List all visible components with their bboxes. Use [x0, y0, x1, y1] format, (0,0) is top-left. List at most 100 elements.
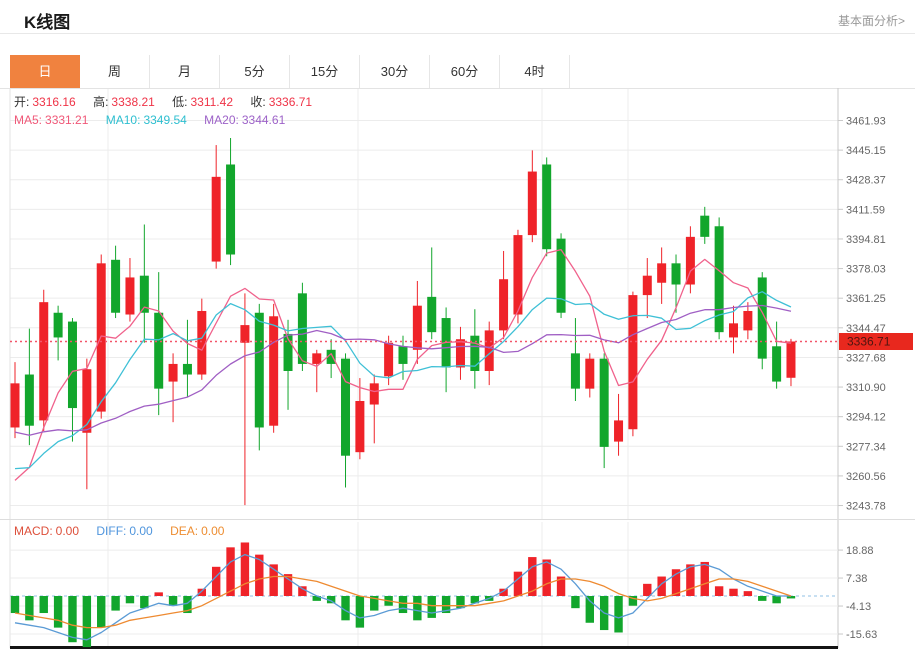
- candle-body: [369, 383, 379, 405]
- candle-body: [671, 263, 681, 285]
- candle-body: [154, 312, 164, 389]
- candle-body: [484, 330, 494, 371]
- macd-hist-bar: [82, 596, 92, 648]
- macd-hist-bar: [729, 588, 738, 596]
- macd-hist-bar: [39, 596, 48, 614]
- main-axis-label: 3294.12: [846, 412, 886, 424]
- candle-body: [226, 164, 236, 255]
- tab-4时[interactable]: 4时: [500, 55, 570, 88]
- macd-hist-bar: [571, 596, 580, 609]
- macd-hist-bar: [168, 596, 178, 606]
- candle-body: [283, 333, 293, 371]
- candle-body: [312, 353, 322, 364]
- macd-hist-bar: [269, 564, 278, 596]
- main-axis-label: 3411.59: [846, 204, 885, 216]
- macd-row: MACD: 0.00 DIFF: 0.00 DEA: 0.00: [14, 524, 227, 538]
- ma20-value: 3344.61: [241, 113, 286, 127]
- candle-body: [628, 295, 638, 430]
- high-label: 高:: [93, 95, 109, 109]
- candle-body: [542, 164, 552, 250]
- ma-row: MA5: 3331.21 MA10: 3349.54 MA20: 3344.61: [14, 113, 288, 127]
- macd-label: MACD:: [14, 524, 53, 538]
- macd-hist-bar: [614, 596, 623, 633]
- last-price-tag: [839, 333, 913, 350]
- macd-hist-bar: [643, 583, 652, 596]
- macd-hist-bar: [542, 559, 551, 596]
- macd-hist-bar: [97, 596, 106, 628]
- main-axis-label: 3327.68: [846, 352, 886, 364]
- main-axis-label: 3277.34: [846, 441, 886, 453]
- candle-body: [111, 259, 121, 313]
- macd-hist-bar: [556, 576, 566, 596]
- candle-body: [700, 215, 710, 237]
- macd-hist-bar: [499, 588, 508, 596]
- macd-axis-label: -4.13: [846, 601, 871, 613]
- macd-hist-bar: [786, 596, 796, 599]
- ma20-line: [14, 304, 792, 436]
- main-axis-label: 3344.47: [846, 323, 886, 335]
- macd-hist-bar: [68, 596, 77, 643]
- tab-月[interactable]: 月: [150, 55, 220, 88]
- macd-hist-bar: [326, 596, 336, 604]
- ma20-label: MA20:: [204, 113, 239, 127]
- candle-body: [269, 316, 279, 426]
- candle-body: [685, 236, 695, 285]
- interval-tabs: 日周月 5分 15分 30分 60分 4时: [10, 55, 570, 88]
- tab-日[interactable]: 日: [10, 55, 80, 88]
- tab-15分[interactable]: 15分: [290, 55, 360, 88]
- candle-body: [168, 363, 178, 382]
- header-divider: [0, 33, 915, 34]
- tab-周[interactable]: 周: [80, 55, 150, 88]
- main-axis-label: 3461.93: [846, 115, 886, 127]
- macd-axis-label: 18.88: [846, 545, 874, 557]
- candle-body: [254, 312, 264, 428]
- ma5-label: MA5:: [14, 113, 43, 127]
- macd-hist-bar: [25, 596, 34, 621]
- macd-hist-bar: [470, 596, 480, 604]
- close-label: 收:: [250, 95, 266, 109]
- macd-hist-bar: [211, 566, 221, 596]
- macd-hist-bar: [772, 596, 781, 604]
- candle-body: [53, 312, 63, 338]
- macd-hist-bar: [53, 596, 63, 628]
- fundamental-analysis-link[interactable]: 基本面分析>: [837, 14, 905, 28]
- candle-body: [398, 346, 408, 364]
- tab-30分[interactable]: 30分: [360, 55, 430, 88]
- candle-body: [757, 277, 767, 359]
- ma10-label: MA10:: [105, 113, 141, 127]
- macd-hist-bar: [671, 569, 681, 596]
- macd-hist-bar: [686, 564, 695, 596]
- candle-body: [470, 335, 480, 371]
- tab-60分[interactable]: 60分: [430, 55, 500, 88]
- macd-hist-bar: [341, 596, 350, 621]
- macd-hist-bar: [398, 596, 408, 614]
- macd-hist-bar: [456, 596, 465, 609]
- macd-hist-bar: [441, 596, 451, 614]
- low-value: 3311.42: [190, 95, 234, 109]
- tab-5分[interactable]: 5分: [220, 55, 290, 88]
- main-axis-label: 3394.81: [846, 234, 886, 246]
- candle-body: [82, 369, 92, 433]
- candle-body: [527, 171, 537, 236]
- macd-hist-bar: [758, 596, 767, 601]
- low-label: 低:: [172, 95, 188, 109]
- macd-hist-bar: [743, 591, 753, 596]
- candle-body: [326, 349, 336, 364]
- dea-label: DEA:: [170, 524, 199, 538]
- macd-hist-bar: [427, 596, 436, 618]
- dea-value: 0.00: [201, 524, 225, 538]
- macd-hist-bar: [370, 596, 379, 611]
- diff-line: [14, 553, 791, 641]
- main-axis-label: 3445.15: [846, 145, 886, 157]
- candle-body: [513, 235, 523, 315]
- candle-body: [211, 176, 221, 262]
- main-axis-label: 3428.37: [846, 175, 886, 187]
- high-value: 3338.21: [111, 95, 155, 109]
- candle-body: [642, 275, 652, 296]
- dea-line: [14, 575, 792, 629]
- open-label: 开:: [14, 95, 30, 109]
- candle-body: [182, 363, 192, 375]
- macd-hist-bar: [255, 554, 264, 596]
- main-axis-label: 3310.90: [846, 382, 886, 394]
